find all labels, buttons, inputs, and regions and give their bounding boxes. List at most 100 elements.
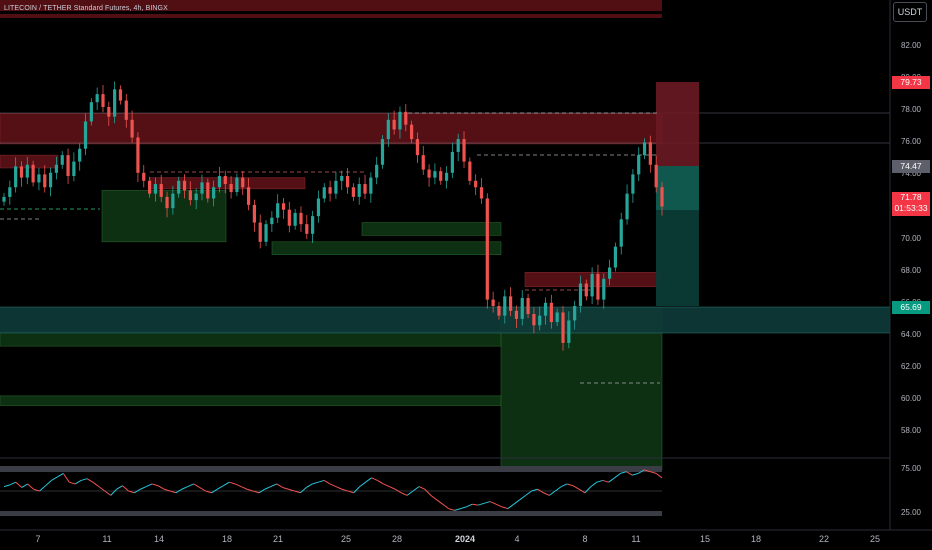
rsi-segment <box>45 480 52 487</box>
candle-body <box>8 187 12 197</box>
candle-body <box>124 100 128 120</box>
rsi-segment <box>187 483 194 488</box>
rsi-segment <box>353 486 361 494</box>
position-target-zone <box>656 82 699 166</box>
rsi-layer <box>3 469 663 511</box>
rsi-segment <box>335 486 343 490</box>
candle-body <box>299 212 303 225</box>
candle-body <box>43 174 47 188</box>
candle-body <box>37 174 41 183</box>
candle-body <box>380 139 385 165</box>
candle-body <box>573 306 577 321</box>
rsi-segment <box>300 487 307 494</box>
candle-body <box>66 155 70 177</box>
rsi-segment <box>152 483 159 487</box>
candle-body <box>392 119 396 130</box>
candle-body <box>363 184 367 194</box>
candle-body <box>642 142 647 156</box>
candle-body <box>491 299 495 307</box>
rsi-segment <box>163 488 171 492</box>
teal-range-band <box>0 307 890 333</box>
candle-body <box>357 184 361 197</box>
candle-body <box>415 139 420 156</box>
rsi-segment <box>412 486 420 492</box>
rsi-segment <box>134 488 141 494</box>
rsi-segment <box>110 488 117 496</box>
rsi-segment <box>572 485 580 490</box>
candle-body <box>328 187 332 194</box>
rsi-segment <box>92 481 100 488</box>
candle-body <box>241 177 245 188</box>
rsi-segment <box>590 481 598 488</box>
time-tick: 2024 <box>454 534 476 544</box>
rsi-segment <box>442 503 449 510</box>
candle-body <box>619 219 623 247</box>
time-tick: 25 <box>869 534 880 544</box>
symbol-title[interactable]: LITECOIN / TETHER Standard Futures, 4h, … <box>4 5 168 12</box>
rsi-segment <box>104 490 112 496</box>
rsi-segment <box>122 485 129 492</box>
candle-body <box>497 306 501 316</box>
static-overlays <box>0 0 932 531</box>
candle-body <box>188 190 192 201</box>
candle-body <box>72 161 76 177</box>
rsi-segment <box>554 486 562 492</box>
rsi-segment <box>578 488 586 494</box>
candle-body <box>444 172 449 181</box>
time-tick: 8 <box>582 534 588 544</box>
rsi-segment <box>608 477 615 483</box>
candle-body <box>468 161 472 181</box>
candle-body <box>171 193 175 209</box>
candle-body <box>200 182 204 194</box>
time-tick: 18 <box>750 534 761 544</box>
time-tick: 4 <box>514 534 520 544</box>
candle-body <box>584 283 588 297</box>
candle-body <box>252 204 256 223</box>
rsi-segment <box>80 478 88 481</box>
candle-body <box>212 187 216 199</box>
rsi-segment <box>478 502 485 506</box>
candle-body <box>83 121 88 149</box>
rsi-segment <box>531 488 538 492</box>
candle-body <box>631 174 635 194</box>
rsi-segment <box>306 483 313 488</box>
price-tick: 68.00 <box>900 265 922 275</box>
zone-supply-1 <box>0 154 59 169</box>
rsi-segment <box>406 490 414 496</box>
rsi-segment <box>347 490 354 494</box>
rsi-segment <box>394 488 402 494</box>
rsi-segment <box>359 481 366 488</box>
rsi-segment <box>21 483 28 488</box>
candle-body <box>386 119 390 140</box>
rsi-segment <box>371 477 378 481</box>
candle-body <box>54 164 59 173</box>
time-tick: 18 <box>221 534 232 544</box>
last-price-badge: 71.78 01:53:33 <box>892 192 930 217</box>
candle-body <box>246 187 251 205</box>
time-tick: 15 <box>699 534 710 544</box>
zone-demand-7 <box>0 331 502 347</box>
bar-countdown: 01:53:33 <box>894 203 928 214</box>
rsi-segment <box>229 481 236 485</box>
candle-body <box>503 296 507 316</box>
candle-body <box>613 246 618 268</box>
candle-body <box>648 142 652 165</box>
candle-body <box>462 139 466 162</box>
price-tick: 76.00 <box>900 137 922 147</box>
candle-body <box>177 180 181 194</box>
candle-body <box>130 119 134 138</box>
zones-layer <box>0 113 663 471</box>
time-tick: 11 <box>631 534 641 544</box>
rsi-segment <box>436 499 443 505</box>
candle-body <box>561 312 565 343</box>
rsi-segment <box>116 485 123 490</box>
rsi-segment <box>549 490 556 496</box>
candle-body <box>375 164 379 178</box>
rsi-segment <box>234 483 242 488</box>
candle-body <box>89 102 93 122</box>
rsi-segment <box>312 481 319 485</box>
rsi-segment <box>240 486 248 490</box>
target-price-badge: 79.73 <box>892 75 930 89</box>
currency-button[interactable]: USDT <box>893 2 927 22</box>
